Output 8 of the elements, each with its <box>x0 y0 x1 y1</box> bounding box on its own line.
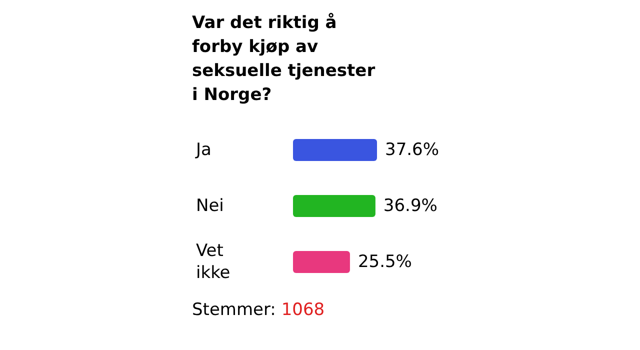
data-label: 25.5% <box>358 252 412 272</box>
y-tick-label: Vet ikke <box>196 241 230 283</box>
y-tick-label: Nei <box>196 196 224 216</box>
text: Stemmer: 1068 <box>192 300 325 320</box>
chart-title: Var det riktig å forby kjøp av seksuelle tjenester i Norge? <box>192 12 376 105</box>
data-label: 37.6% <box>385 140 440 160</box>
data-label: 36.9% <box>383 196 438 216</box>
y-tick-label: Ja <box>195 140 212 160</box>
